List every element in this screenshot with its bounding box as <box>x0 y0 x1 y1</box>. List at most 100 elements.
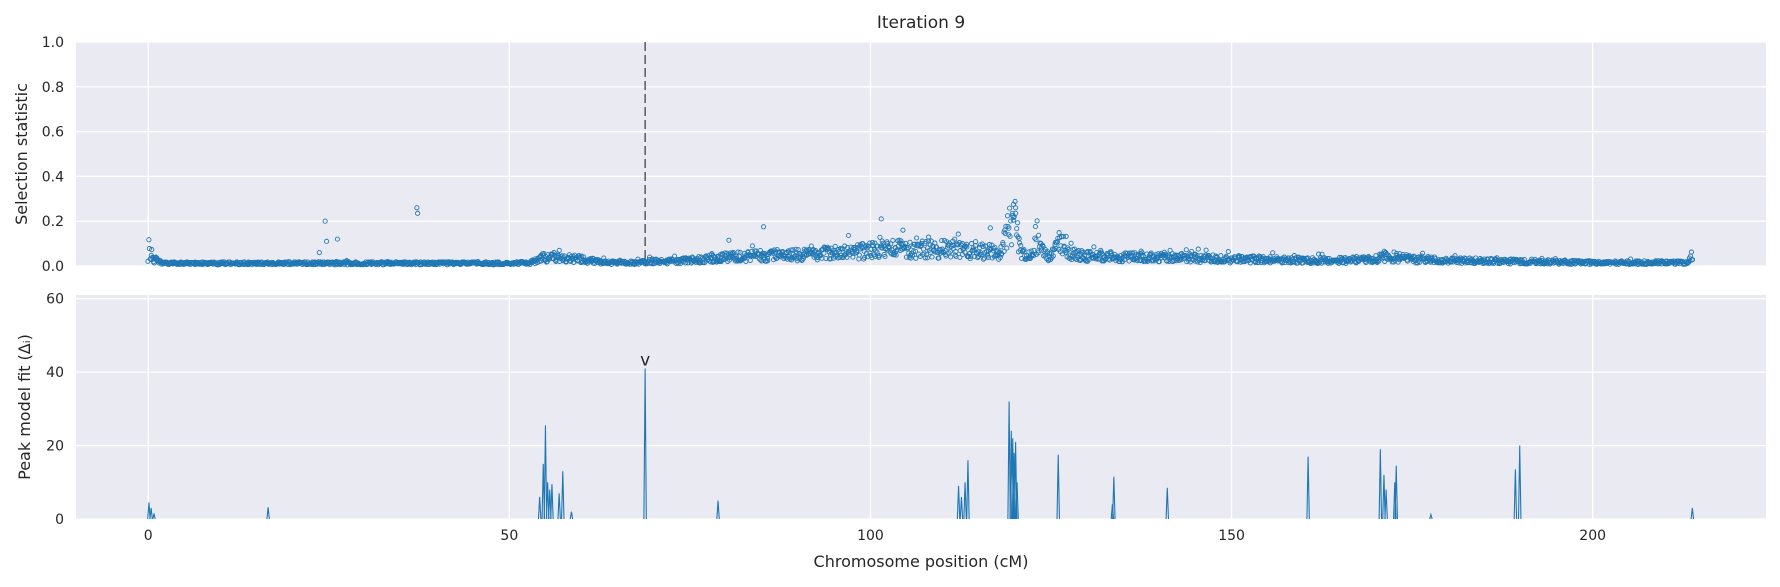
scatter-point <box>890 237 896 243</box>
bottom-y-ticks: 0 20 40 60 <box>46 292 64 528</box>
scatter-point <box>877 234 883 240</box>
scatter-point <box>948 254 954 260</box>
x-tick-label: 100 <box>857 528 884 544</box>
scatter-point <box>939 237 945 244</box>
scatter-point <box>914 235 920 241</box>
scatter-point <box>895 243 902 249</box>
scatter-point <box>1054 238 1061 245</box>
peak-lines <box>147 368 1695 520</box>
peak-line <box>266 507 270 520</box>
scatter-point <box>868 246 874 252</box>
scatter-point <box>749 243 755 249</box>
scatter-point <box>1032 223 1038 230</box>
scatter-point <box>1689 257 1696 263</box>
scatter-point <box>415 210 421 216</box>
scatter-point <box>1091 244 1097 250</box>
scatter-point <box>924 255 930 261</box>
peak-line <box>716 500 720 520</box>
scatter-point <box>799 257 805 263</box>
scatter-point <box>581 254 587 260</box>
scatter-point <box>842 243 848 249</box>
peak-line <box>152 513 156 520</box>
scatter-point <box>992 253 998 259</box>
scatter-point <box>1324 255 1331 262</box>
scatter-point <box>1009 242 1015 248</box>
scatter-point <box>923 239 929 245</box>
bottom-y-tick-label: 20 <box>46 439 64 455</box>
scatter-point <box>1013 210 1019 216</box>
scatter-point <box>1688 249 1694 255</box>
scatter-point <box>879 238 885 244</box>
x-tick-label: 200 <box>1579 528 1606 544</box>
top-y-tick-label: 0.6 <box>42 125 64 141</box>
bottom-y-axis-label: Peak model fit (Δᵢ) <box>15 334 34 480</box>
scatter-point <box>1013 205 1019 211</box>
scatter-point <box>1056 230 1062 236</box>
scatter-point <box>1252 259 1258 266</box>
scatter-point <box>1096 256 1102 262</box>
scatter-point <box>1058 243 1064 249</box>
scatter-point <box>950 246 956 252</box>
scatter-point <box>556 247 562 253</box>
scatter-point <box>919 241 925 247</box>
top-y-tick-label: 0.0 <box>42 259 64 275</box>
x-tick-label: 0 <box>144 528 153 544</box>
scatter-point <box>1098 249 1104 255</box>
scatter-point <box>1275 255 1281 262</box>
scatter-point <box>823 255 829 261</box>
scatter-point <box>1011 214 1017 221</box>
bottom-panel: 0 20 40 60 0 50 100 150 200 v Peak model fit (Δ… <box>15 292 1766 571</box>
peak-line <box>1429 512 1433 520</box>
scatter-point <box>1539 255 1545 261</box>
peak-line <box>561 471 565 520</box>
scatter-point <box>1129 250 1135 256</box>
scatter-point <box>1418 256 1424 262</box>
scatter-point <box>955 231 961 237</box>
scatter-point <box>1001 229 1007 235</box>
scatter-point <box>1035 250 1041 256</box>
scatter-point <box>825 246 831 252</box>
scatter-point <box>1026 249 1032 255</box>
scatter-point <box>759 258 765 264</box>
scatter-point <box>1017 240 1023 246</box>
scatter-point <box>1068 240 1074 246</box>
peak-annotation: v <box>640 350 650 370</box>
bottom-y-tick-label: 40 <box>46 365 64 381</box>
scatter-point <box>1059 251 1066 257</box>
scatter-point <box>1069 257 1075 263</box>
scatter-point <box>1225 249 1231 255</box>
scatter-point <box>1001 248 1007 254</box>
scatter-point <box>1008 218 1014 224</box>
scatter-point <box>964 241 970 247</box>
top-y-tick-label: 0.2 <box>42 214 64 230</box>
peak-line <box>1517 445 1522 520</box>
scatter-point <box>758 257 764 263</box>
scatter-point <box>928 238 934 244</box>
scatter-point <box>1270 250 1276 256</box>
scatter-point <box>1117 258 1123 265</box>
scatter-point <box>863 250 869 256</box>
scatter-point <box>902 240 909 246</box>
scatter-point <box>1030 253 1037 259</box>
scatter-point <box>1014 226 1020 232</box>
scatter-point <box>1050 253 1056 259</box>
scatter-point <box>969 241 975 247</box>
scatter-point <box>957 254 963 260</box>
peak-line <box>1165 487 1170 520</box>
x-tick-label: 50 <box>500 528 518 544</box>
scatter-point <box>384 261 390 267</box>
scatter-point <box>907 239 913 245</box>
scatter-point <box>828 256 834 262</box>
scatter-point <box>937 250 943 256</box>
scatter-point <box>1079 249 1085 255</box>
peak-line <box>1056 454 1060 520</box>
bottom-y-tick-label: 60 <box>46 292 64 308</box>
scatter-point <box>832 243 838 249</box>
top-y-tick-label: 0.8 <box>42 80 64 96</box>
scatter-point <box>873 248 879 254</box>
scatter-point <box>866 243 872 249</box>
scatter-point <box>987 225 993 231</box>
peak-line <box>557 493 561 520</box>
scatter-point <box>726 237 732 243</box>
